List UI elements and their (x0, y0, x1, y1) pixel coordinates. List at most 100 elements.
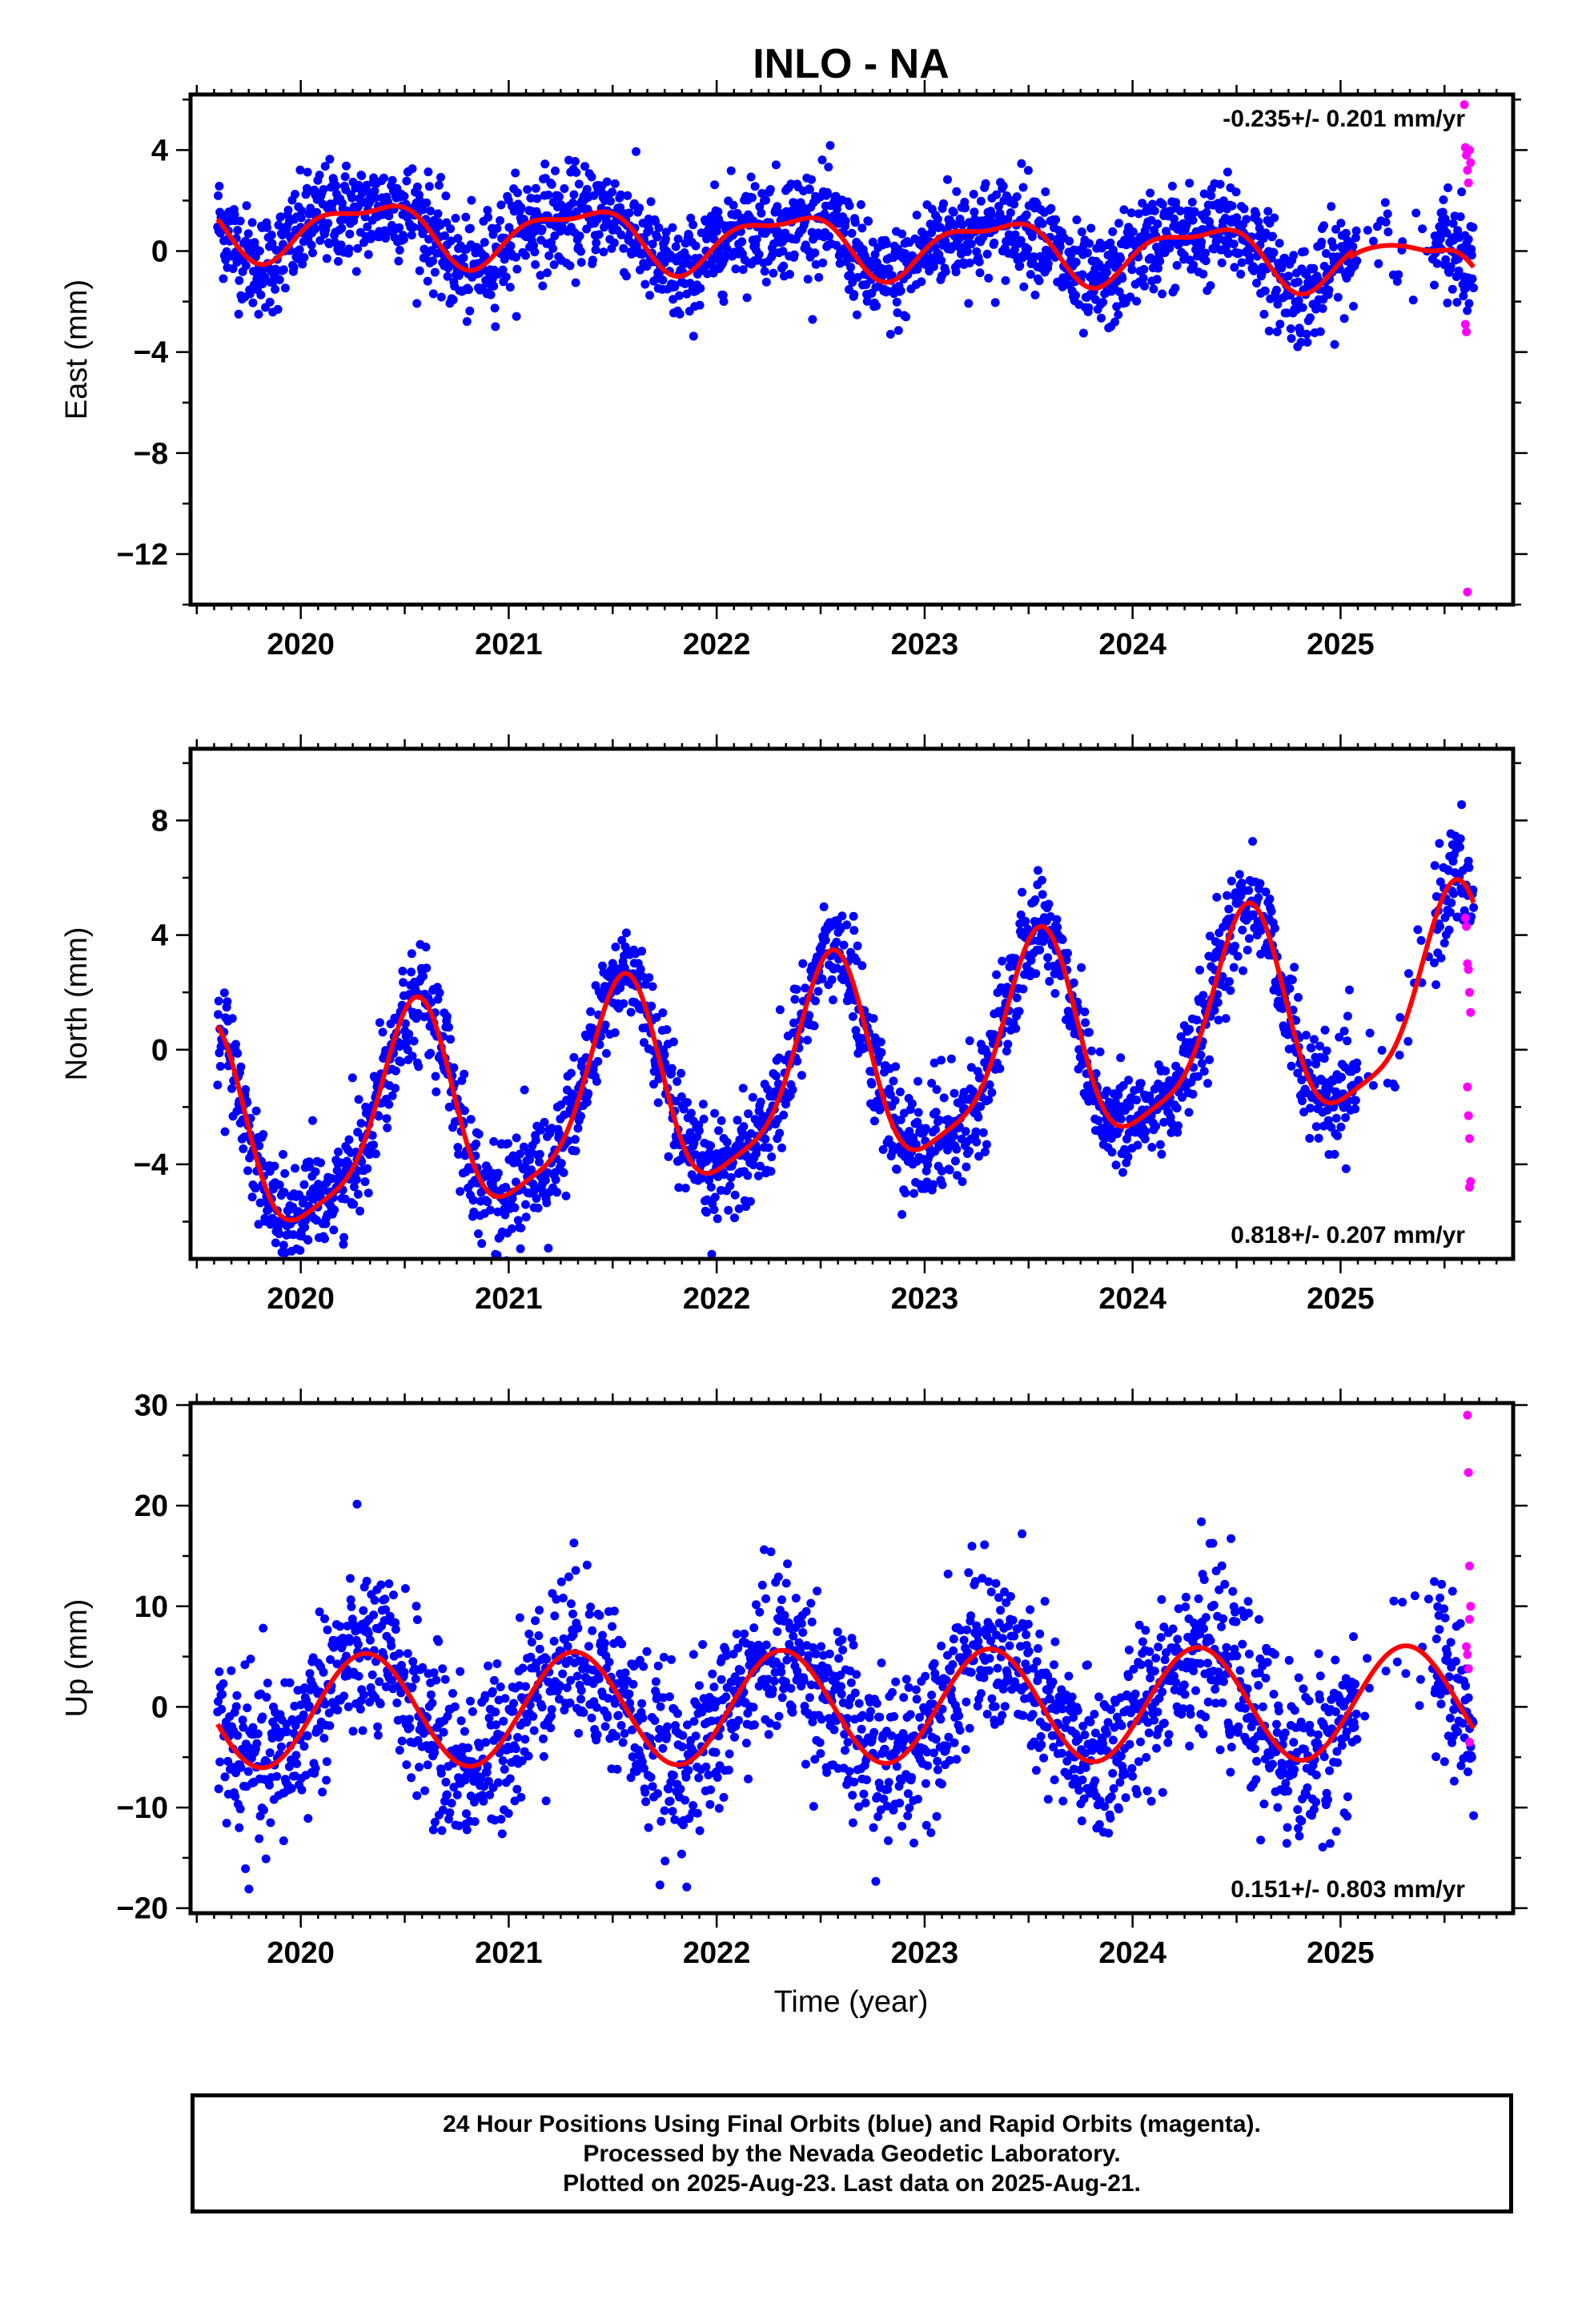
north-final-point (978, 1128, 988, 1137)
north-final-point (829, 995, 837, 1005)
east-rapid-point (1460, 100, 1469, 110)
east-final-point (215, 228, 225, 238)
up-final-point (434, 1637, 444, 1647)
east-final-point (295, 245, 304, 255)
east-final-point (1324, 285, 1334, 295)
east-final-point (668, 223, 677, 232)
north-final-point (360, 1177, 370, 1187)
east-final-point (897, 229, 907, 239)
east-final-point (868, 237, 877, 247)
east-final-point (1038, 219, 1047, 228)
east-final-point (1185, 179, 1195, 188)
east-final-point (719, 297, 729, 306)
east-final-point (1298, 303, 1307, 312)
north-final-point (664, 1152, 673, 1161)
east-final-point (1027, 232, 1037, 241)
up-final-point (291, 1721, 300, 1731)
east-final-point (623, 191, 632, 200)
east-final-point (1251, 210, 1261, 219)
up-final-point (391, 1625, 400, 1634)
east-final-point (825, 141, 835, 151)
east-x-tick-label: 2021 (475, 628, 543, 661)
east-final-point (673, 234, 683, 243)
east-final-point (981, 179, 990, 188)
north-final-point (1226, 986, 1235, 995)
north-final-point (611, 943, 620, 951)
east-final-point (430, 267, 440, 277)
north-final-point (515, 1149, 524, 1159)
north-final-point (1205, 1055, 1215, 1064)
east-final-point (1189, 260, 1199, 270)
east-final-point (675, 291, 684, 300)
east-final-point (845, 201, 854, 211)
north-final-point (344, 1135, 354, 1144)
east-final-point (234, 309, 243, 319)
north-final-point (363, 1188, 373, 1198)
north-final-point (709, 1205, 719, 1214)
east-final-point (1242, 215, 1251, 224)
north-y-tick-label: 0 (151, 1034, 168, 1068)
up-final-point (347, 1602, 356, 1611)
east-final-point (424, 182, 434, 191)
east-final-point (1085, 239, 1094, 248)
east-final-point (513, 188, 522, 198)
up-final-point (220, 1772, 230, 1782)
east-final-point (428, 256, 438, 266)
up-final-point (314, 1726, 323, 1735)
east-final-point (1150, 206, 1159, 215)
up-final-point (358, 1726, 367, 1735)
north-final-point (1457, 800, 1467, 810)
up-final-point (339, 1691, 349, 1701)
east-final-point (511, 252, 520, 262)
east-final-point (322, 254, 331, 263)
up-final-point (319, 1734, 329, 1743)
east-final-point (710, 180, 720, 190)
north-final-point (1339, 1027, 1349, 1035)
north-final-point (527, 1165, 536, 1175)
up-final-point (397, 1661, 406, 1670)
north-final-point (1254, 893, 1263, 903)
east-final-point (249, 267, 259, 276)
east-final-point (1098, 297, 1108, 307)
north-final-point (570, 1135, 580, 1144)
east-final-point (512, 264, 522, 274)
north-final-point (1403, 1036, 1413, 1046)
up-final-point (259, 1805, 268, 1815)
north-final-point (842, 920, 852, 930)
north-final-point (454, 1149, 464, 1159)
east-final-point (785, 270, 794, 279)
east-final-point (297, 206, 307, 215)
north-final-point (369, 1140, 379, 1150)
north-final-point (1175, 1067, 1185, 1076)
north-final-point (1365, 1028, 1375, 1038)
east-final-point (551, 166, 560, 175)
east-final-point (606, 196, 615, 206)
east-final-point (1348, 242, 1358, 251)
up-final-point (241, 1864, 251, 1873)
east-final-point (1030, 252, 1039, 262)
east-final-point (976, 196, 986, 206)
east-final-point (1383, 227, 1393, 237)
east-final-point (695, 300, 705, 310)
north-final-point (474, 1129, 484, 1139)
north-final-point (621, 928, 631, 938)
north-final-point (962, 1162, 971, 1172)
north-final-point (1447, 898, 1456, 907)
north-final-point (743, 1171, 753, 1180)
east-final-point (689, 332, 698, 341)
north-final-point (399, 978, 408, 987)
east-final-point (1188, 215, 1198, 225)
east-final-point (412, 299, 422, 308)
north-final-point (444, 1023, 453, 1032)
east-final-point (496, 200, 506, 210)
east-final-point (818, 258, 828, 267)
north-final-point (356, 1119, 366, 1128)
east-final-point (569, 190, 579, 199)
east-final-point (937, 255, 946, 265)
up-final-point (217, 1704, 227, 1714)
east-final-point (986, 211, 996, 219)
north-final-point (911, 1140, 921, 1149)
east-final-point (1381, 217, 1391, 227)
north-final-point (1270, 923, 1279, 933)
north-final-point (771, 1072, 781, 1081)
